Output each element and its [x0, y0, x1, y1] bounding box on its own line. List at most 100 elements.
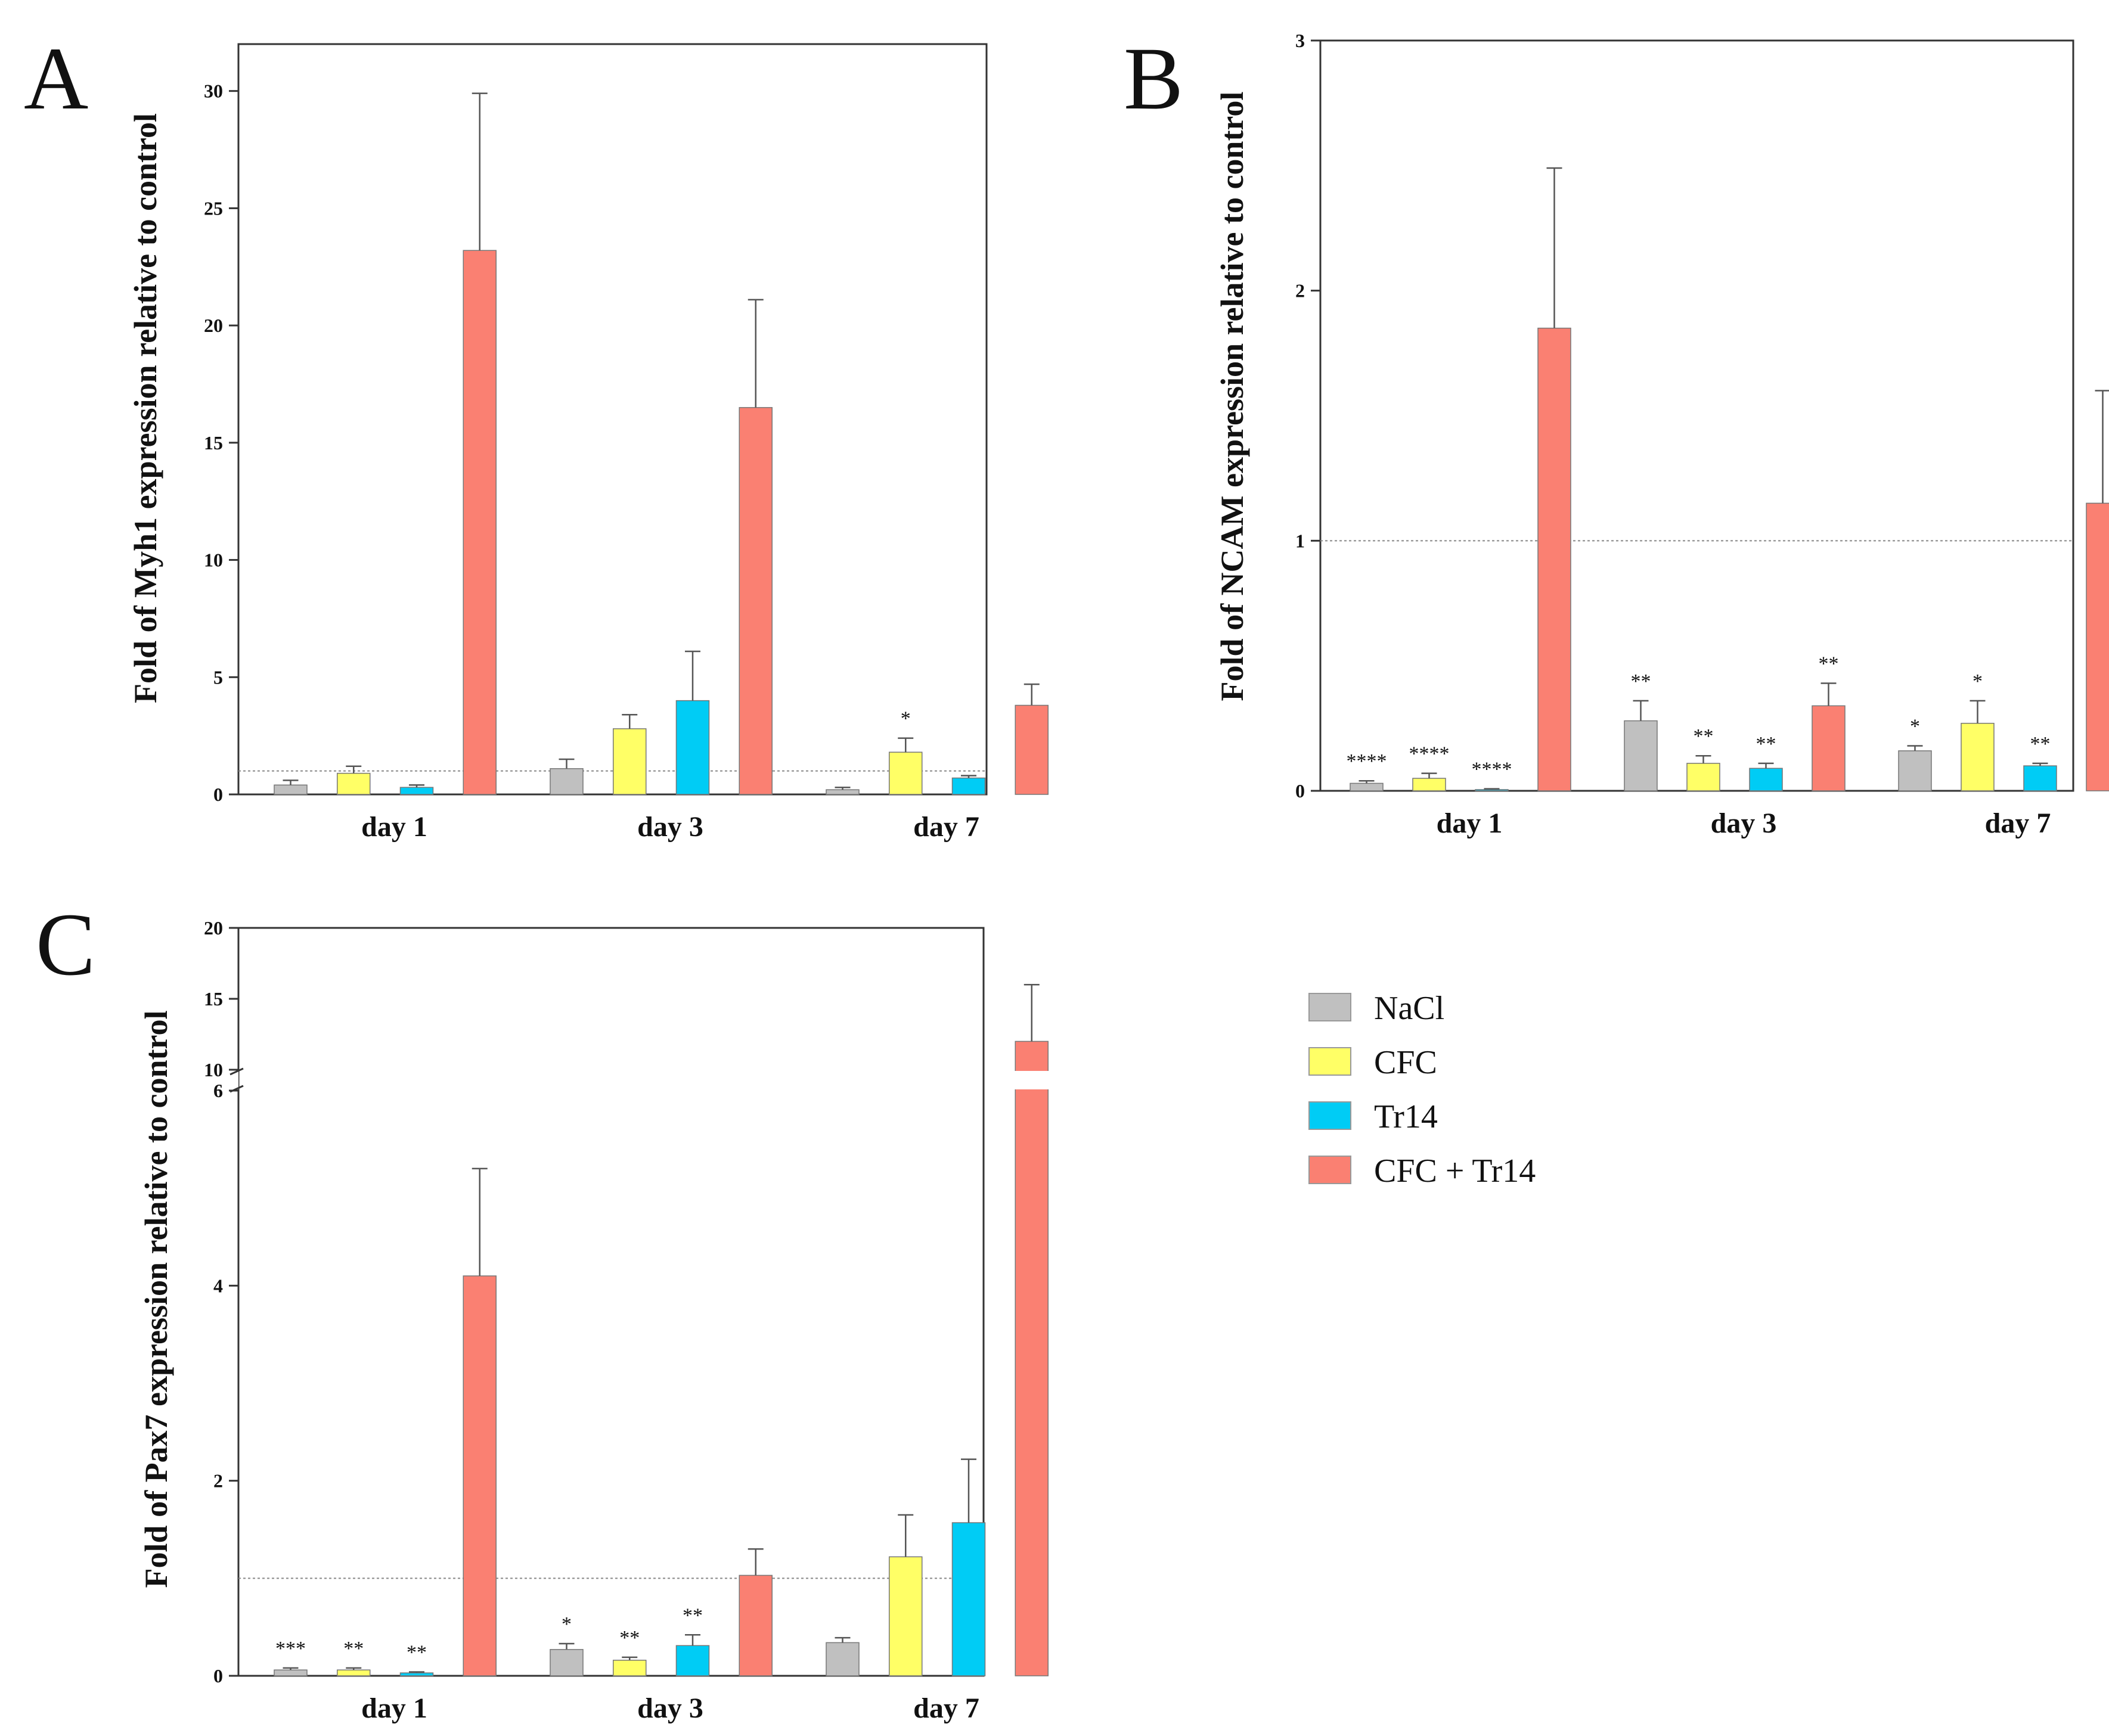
panel-b-bar-cfc-day-7 [1961, 722, 1995, 791]
panel-b-x-tick-label-day-1: day 1 [1437, 808, 1503, 839]
panel-c-bar-cfc-day-7 [889, 1556, 923, 1676]
panel-a-y-tick-label-0: 0 [213, 784, 223, 805]
panel-c-y-tick-label-6: 20 [204, 917, 223, 939]
panel-c-bar-cfc-tr14-day-3 [739, 1574, 773, 1676]
panel-c-x-tick-label-day-1: day 1 [361, 1692, 427, 1724]
panel-b-y-axis-title: Fold of NCAM expression relative to cont… [1214, 92, 1250, 701]
panel-c-bar-tr14-day-1 [399, 1672, 434, 1676]
panel-c-y-tick-label-4: 10 [204, 1059, 223, 1080]
panel-b-bar-cfc-day-3-significance: ** [1694, 725, 1714, 747]
legend: NaCl CFC Tr14 CFC + Tr14 [1308, 990, 1536, 1190]
panel-b-y-tick-label-3: 3 [1295, 30, 1305, 51]
panel-a-y-tick-label-2: 10 [204, 549, 223, 571]
panel-b-bar-cfc-day-1 [1412, 778, 1446, 791]
panel-a-x-tick-label-day-3: day 3 [637, 811, 703, 843]
panel-a-bar-nacl-day-3 [550, 768, 584, 795]
panel-b-bar-nacl-day-3 [1624, 720, 1658, 791]
panel-b-bar-tr14-day-7 [2023, 765, 2057, 791]
legend-label-cfc-tr14: CFC + Tr14 [1374, 1153, 1536, 1190]
panel-c-plot-frame [237, 927, 985, 1677]
panel-b-bar-cfc-day-1-significance: **** [1409, 743, 1450, 765]
chart-panel-a: 0 5 10 15 20 25 30 day 1 day 3 * day 7 [204, 43, 1049, 843]
panel-c-bar-tr14-day-3-significance: ** [683, 1604, 703, 1626]
panel-c-bar-cfc-tr14-day-1 [463, 1275, 497, 1676]
panel-c-y-axis-title: Fold of Pax7 expression relative to cont… [138, 1011, 174, 1588]
panel-a-bar-cfc-day-3 [613, 728, 647, 795]
panel-b-bar-tr14-day-1-significance: **** [1472, 759, 1512, 781]
panel-b-bar-cfc-tr14-day-3 [1812, 705, 1846, 791]
panel-c-bar-nacl-day-3 [550, 1649, 584, 1676]
panel-b-bar-tr14-day-7-significance: ** [2030, 733, 2051, 755]
panel-c-y-tick-label-3: 6 [213, 1080, 223, 1101]
panel-a-bar-cfc-day-1 [337, 772, 371, 795]
panel-c-axis-break-mark-upper [229, 1067, 244, 1076]
panel-b-bar-cfc-day-7-significance: * [1972, 670, 1983, 692]
panel-c-bar-nacl-day-7 [826, 1642, 860, 1676]
panel-b-bar-cfc-day-3 [1686, 763, 1720, 791]
panel-c-bar-nacl-day-1 [274, 1669, 308, 1676]
panel-b-y-tick-label-2: 2 [1295, 280, 1305, 302]
panel-b-bar-tr14-day-3 [1749, 768, 1783, 791]
legend-swatch-cfc-tr14 [1308, 1156, 1351, 1184]
panel-c-bar-cfc-day-1 [337, 1669, 371, 1676]
panel-a-bar-nacl-day-1 [274, 784, 308, 795]
panel-letter-b: B [1124, 29, 1183, 128]
panel-c-bar-cfc-tr14-day-7 [1015, 1041, 1049, 1676]
panel-c-y-tick-label-1: 2 [213, 1470, 223, 1492]
panel-a-bar-cfc-tr14-day-1 [463, 250, 497, 795]
panel-c-bar-tr14-day-7 [951, 1522, 986, 1676]
panel-a-bar-tr14-day-7 [951, 777, 986, 795]
panel-c-axis-break-gap [227, 1071, 238, 1089]
panel-b-plot-frame [1319, 39, 2074, 792]
panel-c-bar-cfc-day-3 [613, 1660, 647, 1676]
panel-b-bar-nacl-day-1 [1350, 782, 1384, 791]
panel-c-bar-tr14-day-1-significance: ** [407, 1641, 427, 1663]
panel-a-bar-cfc-tr14-day-7 [1015, 704, 1049, 795]
legend-label-cfc: CFC [1374, 1044, 1437, 1081]
panel-c-bar-nacl-day-3-significance: * [562, 1613, 572, 1635]
panel-c-bar-cfc-tr14-day-7-break-gap [1014, 1071, 1050, 1089]
panel-a-bar-cfc-tr14-day-3 [739, 407, 773, 795]
legend-label-nacl: NaCl [1374, 990, 1444, 1027]
legend-label-tr14: Tr14 [1374, 1098, 1438, 1135]
panel-a-bar-cfc-day-7-significance: * [901, 708, 911, 730]
panel-c-bar-cfc-day-1-significance: ** [343, 1638, 364, 1660]
panel-b-y-tick-label-1: 1 [1295, 530, 1305, 551]
panel-c-y-tick-label-5: 15 [204, 988, 223, 1010]
panel-a-x-tick-label-day-7: day 7 [913, 811, 979, 843]
panel-letter-c: C [36, 895, 95, 994]
panel-b-bar-cfc-tr14-day-7 [2086, 502, 2109, 791]
panel-b-bar-nacl-day-7 [1898, 750, 1932, 791]
panel-b-x-tick-label-day-3: day 3 [1711, 808, 1777, 839]
panel-c-bar-cfc-day-3-significance: ** [619, 1627, 640, 1649]
panel-a-y-tick-label-1: 5 [213, 666, 223, 688]
panel-a-y-tick-label-6: 30 [204, 80, 223, 102]
panel-letter-a: A [24, 29, 88, 128]
panel-c-bar-nacl-day-1-significance: *** [275, 1638, 306, 1660]
panel-a-bar-cfc-day-7 [889, 751, 923, 795]
legend-swatch-nacl [1308, 993, 1351, 1021]
panel-c-bar-tr14-day-3 [675, 1645, 710, 1676]
panel-b-x-tick-label-day-7: day 7 [1985, 808, 2051, 839]
panel-c-y-tick-label-2: 4 [213, 1275, 223, 1296]
panel-b-bar-nacl-day-1-significance: **** [1347, 750, 1387, 772]
panel-c-y-tick-label-0: 0 [213, 1665, 223, 1687]
panel-a-y-tick-label-5: 25 [204, 197, 223, 219]
panel-a-bar-tr14-day-1 [399, 787, 434, 795]
panel-a-y-tick-label-4: 20 [204, 315, 223, 336]
panel-a-y-tick-label-3: 15 [204, 432, 223, 454]
panel-b-bar-tr14-day-1 [1475, 789, 1509, 791]
legend-swatch-tr14 [1308, 1101, 1351, 1130]
panel-a-plot-frame [237, 43, 988, 796]
panel-b-bar-tr14-day-3-significance: ** [1756, 733, 1776, 755]
panel-a-bar-nacl-day-7 [826, 789, 860, 795]
panel-b-bar-nacl-day-3-significance: ** [1631, 670, 1651, 692]
panel-a-bar-tr14-day-3 [675, 700, 710, 795]
panel-a-x-tick-label-day-1: day 1 [361, 811, 427, 843]
panel-a-y-axis-title: Fold of Myh1 expression relative to cont… [128, 113, 163, 703]
panel-c-x-tick-label-day-3: day 3 [637, 1692, 703, 1724]
panel-b-y-tick-label-0: 0 [1295, 780, 1305, 802]
legend-swatch-cfc [1308, 1047, 1351, 1076]
